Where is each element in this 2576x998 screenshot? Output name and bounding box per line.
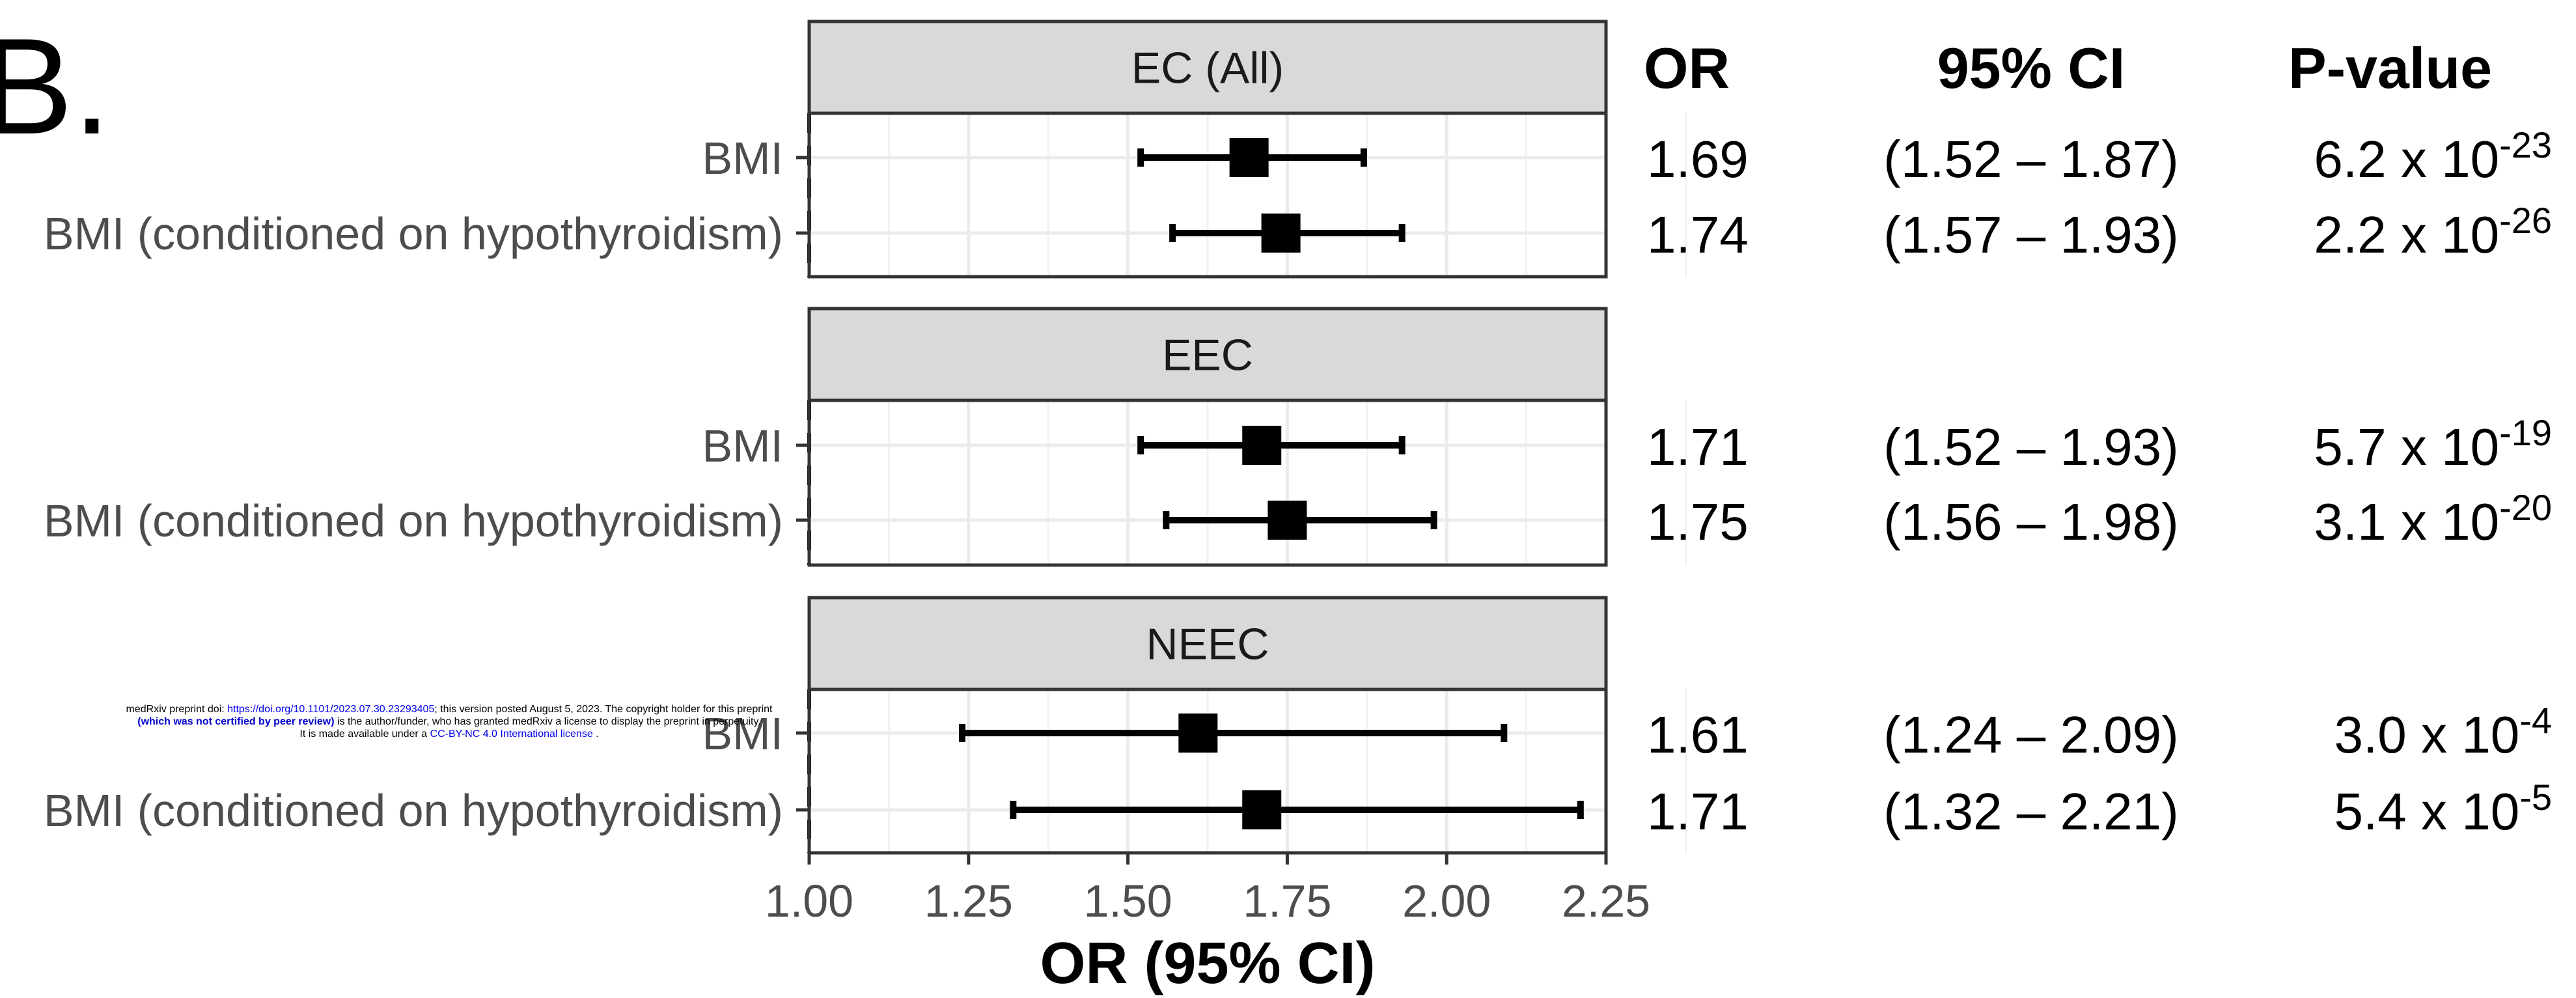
- or-value: 1.74: [1647, 206, 1749, 264]
- p-value-base: 3.1 x 10: [2314, 493, 2499, 551]
- ci-value: (1.24 – 2.09): [1883, 706, 2179, 764]
- row-label: BMI (conditioned on hypothyroidism): [44, 785, 783, 836]
- p-value: 3.0 x 10-4: [2334, 700, 2552, 764]
- facet-title: NEEC: [1146, 620, 1269, 669]
- notice-line-3: It is made available under a CC-BY-NC 4.…: [13, 728, 885, 740]
- ci-value: (1.52 – 1.87): [1883, 130, 2179, 188]
- or-point: [1178, 714, 1218, 753]
- facet-panel: EEC BMI BMI (conditioned on hypothyroidism…: [44, 307, 1687, 567]
- facet-panel: NEEC BMI BMI (conditioned on hypothyroidis…: [44, 596, 1687, 855]
- or-value: 1.75: [1647, 493, 1749, 551]
- license-link[interactable]: CC-BY-NC 4.0 International license: [430, 728, 593, 740]
- row-label: BMI: [702, 708, 783, 759]
- p-value: 5.4 x 10-5: [2334, 777, 2552, 840]
- p-value-exponent: -23: [2499, 124, 2552, 165]
- preprint-notice: medRxiv preprint doi: https://doi.org/10…: [13, 703, 885, 740]
- x-tick-label: 2.25: [1562, 876, 1650, 926]
- or-point: [1267, 501, 1307, 540]
- p-value: 6.2 x 10-23: [2314, 124, 2552, 188]
- or-value: 1.71: [1647, 418, 1749, 476]
- p-value: 2.2 x 10-26: [2314, 200, 2552, 264]
- ci-value: (1.52 – 1.93): [1883, 418, 2179, 476]
- x-axis: 1.00 1.25 1.50 1.75 2.00 2.25: [765, 853, 1650, 926]
- p-value-base: 2.2 x 10: [2314, 206, 2499, 264]
- panels-group: EC (All) BMI BMI (conditioned on hypothyro…: [44, 20, 1687, 855]
- notice-text: medRxiv preprint doi:: [126, 704, 228, 715]
- p-value-base: 6.2 x 10: [2314, 130, 2499, 188]
- facet-strip: [807, 20, 1608, 115]
- p-value-exponent: -20: [2499, 487, 2552, 528]
- or-point: [1261, 214, 1301, 253]
- ci-value: (1.56 – 1.98): [1883, 493, 2179, 551]
- or-value: 1.61: [1647, 706, 1749, 764]
- notice-text: ; this version posted August 5, 2023. Th…: [434, 704, 773, 715]
- notice-line-2: (which was not certified by peer review)…: [13, 715, 885, 728]
- p-value: 5.7 x 10-19: [2314, 412, 2552, 476]
- panel-border: [807, 398, 1608, 567]
- p-value-exponent: -5: [2519, 777, 2552, 818]
- notice-line-1: medRxiv preprint doi: https://doi.org/10…: [13, 703, 885, 715]
- x-tick-label: 1.25: [924, 876, 1013, 926]
- p-value-base: 5.4 x 10: [2334, 783, 2520, 840]
- x-tick-label: 1.75: [1243, 876, 1331, 926]
- or-value: 1.69: [1647, 130, 1749, 188]
- p-value-base: 3.0 x 10: [2334, 706, 2520, 764]
- row-label: BMI: [702, 133, 783, 184]
- column-header-or: OR: [1644, 36, 1730, 100]
- ci-value: (1.57 – 1.93): [1883, 206, 2179, 264]
- row-label: BMI: [702, 421, 783, 471]
- notice-text: It is made available under a: [299, 728, 430, 740]
- x-tick-label: 1.50: [1083, 876, 1172, 926]
- row-label: BMI (conditioned on hypothyroidism): [44, 208, 783, 259]
- x-tick-label: 2.00: [1402, 876, 1491, 926]
- panel-letter: B.: [0, 10, 111, 163]
- stats-table: 1.69 (1.52 – 1.87) 6.2 x 10-23 1.74 (1.57 – …: [1647, 124, 2552, 840]
- notice-peer-review: (which was not certified by peer review): [137, 716, 335, 727]
- row-label: BMI (conditioned on hypothyroidism): [44, 495, 783, 546]
- facet-strip: [807, 596, 1608, 691]
- p-value: 3.1 x 10-20: [2314, 487, 2552, 551]
- or-point: [1242, 790, 1282, 829]
- x-tick-label: 1.00: [765, 876, 853, 926]
- ci-value: (1.32 – 2.21): [1883, 783, 2179, 840]
- panel-border: [807, 111, 1608, 279]
- p-value-exponent: -26: [2499, 200, 2552, 241]
- column-header-ci: 95% CI: [1937, 36, 2126, 100]
- or-point: [1242, 426, 1282, 465]
- notice-text: .: [592, 728, 599, 740]
- x-axis-title: OR (95% CI): [1040, 931, 1375, 996]
- or-point: [1229, 138, 1269, 177]
- p-value-exponent: -19: [2499, 412, 2552, 453]
- panel-border: [807, 687, 1608, 855]
- facet-title: EC (All): [1131, 44, 1284, 93]
- column-header-pvalue: P-value: [2288, 36, 2492, 100]
- p-value-base: 5.7 x 10: [2314, 418, 2499, 476]
- facet-title: EEC: [1162, 331, 1253, 380]
- p-value-exponent: -4: [2519, 700, 2552, 741]
- notice-text: is the author/funder, who has granted me…: [334, 716, 761, 727]
- facet-panel: EC (All) BMI BMI (conditioned on hypothyro…: [44, 20, 1687, 279]
- or-value: 1.71: [1647, 783, 1749, 840]
- doi-link[interactable]: https://doi.org/10.1101/2023.07.30.23293…: [227, 704, 435, 715]
